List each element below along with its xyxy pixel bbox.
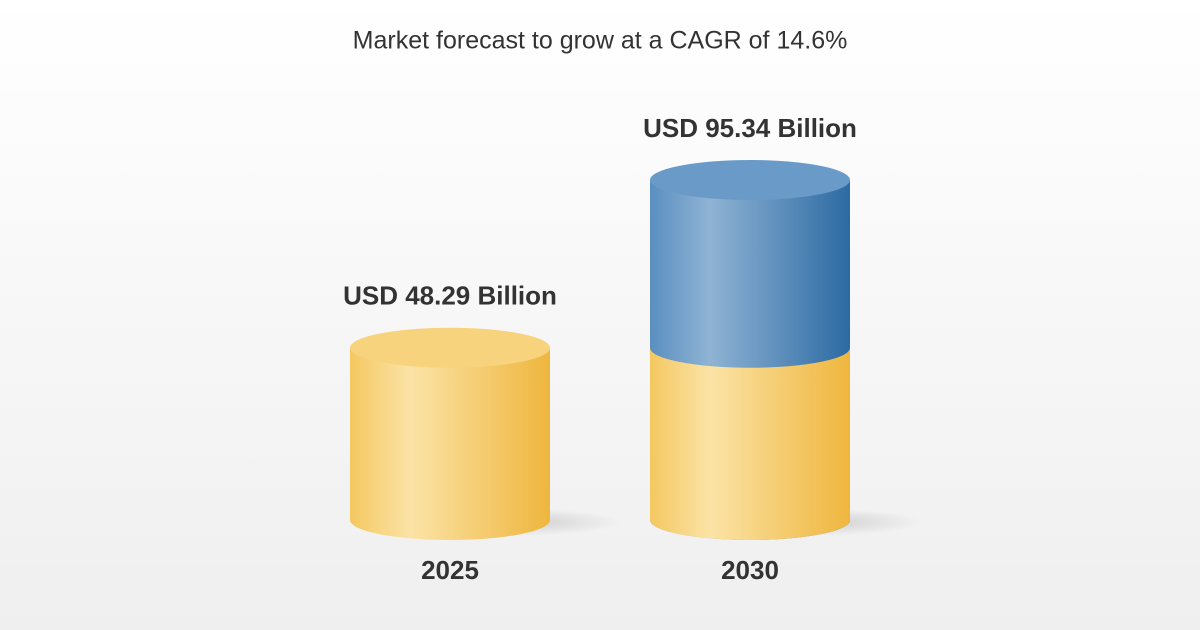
cylinder-top <box>350 327 550 368</box>
cylinder-base-level <box>650 347 850 540</box>
category-label: 2025 <box>421 555 479 585</box>
cylinder-top <box>650 160 850 200</box>
cylinder <box>350 347 550 540</box>
category-label: 2030 <box>721 555 779 585</box>
chart-subtitle: Market forecast to grow at a CAGR of 14.… <box>353 27 848 55</box>
value-label: USD 95.34 Billion <box>643 113 857 143</box>
value-label: USD 48.29 Billion <box>343 281 557 311</box>
